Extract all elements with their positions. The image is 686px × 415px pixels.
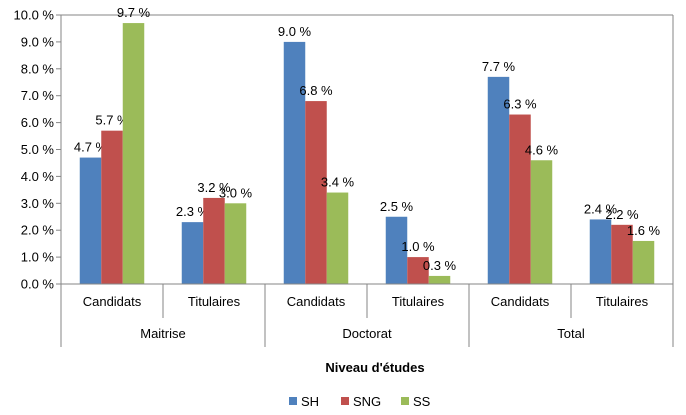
bar-sh bbox=[487, 76, 510, 285]
data-label: 4.6 % bbox=[525, 142, 559, 157]
bar-sh bbox=[283, 41, 306, 285]
y-tick-label: 9.0 % bbox=[21, 34, 55, 49]
data-label: 1.0 % bbox=[401, 239, 435, 254]
x-category-label: Titulaires bbox=[596, 294, 649, 309]
data-label: 9.0 % bbox=[278, 24, 312, 39]
y-tick-label: 4.0 % bbox=[21, 169, 55, 184]
data-label: 2.5 % bbox=[380, 199, 414, 214]
y-tick-label: 8.0 % bbox=[21, 61, 55, 76]
bar-sh bbox=[385, 216, 408, 284]
y-tick-label: 2.0 % bbox=[21, 223, 55, 238]
legend-label-sh: SH bbox=[301, 394, 319, 409]
bar-sng bbox=[101, 130, 123, 284]
data-label: 2.3 % bbox=[176, 204, 210, 219]
x-category-label: Candidats bbox=[83, 294, 142, 309]
data-label: 6.8 % bbox=[299, 83, 333, 98]
bar-sng bbox=[407, 257, 429, 284]
bar-ss bbox=[530, 160, 553, 284]
y-tick-label: 6.0 % bbox=[21, 115, 55, 130]
bar-sng bbox=[305, 101, 327, 284]
data-label: 2.4 % bbox=[584, 201, 618, 216]
x-axis: Candidats Titulaires Candidats Titulaires Ca… bbox=[60, 283, 674, 347]
x-category-label: Candidats bbox=[287, 294, 346, 309]
y-tick-label: 10.0 % bbox=[14, 8, 55, 23]
data-label: 7.7 % bbox=[482, 59, 516, 74]
legend-swatch-ss bbox=[401, 397, 409, 405]
data-label: 3.2 % bbox=[197, 180, 231, 195]
data-label: 4.7 % bbox=[74, 140, 108, 155]
bar-ss bbox=[122, 23, 145, 284]
bar-sh bbox=[181, 222, 204, 284]
bar-ss bbox=[326, 192, 349, 284]
data-label: 2.2 % bbox=[605, 207, 639, 222]
bar-ss bbox=[632, 240, 655, 284]
bar-sh bbox=[589, 219, 612, 284]
y-tick-label: 3.0 % bbox=[21, 196, 55, 211]
y-tick-label: 1.0 % bbox=[21, 250, 55, 265]
data-label: 3.0 % bbox=[219, 185, 253, 200]
legend-label-ss: SS bbox=[413, 394, 431, 409]
data-label: 6.3 % bbox=[503, 97, 537, 112]
x-axis-title: Niveau d'études bbox=[325, 360, 424, 375]
x-group-label: Doctorat bbox=[342, 326, 392, 341]
x-category-label: Titulaires bbox=[188, 294, 241, 309]
legend-label-sng: SNG bbox=[353, 394, 381, 409]
bar-sng bbox=[611, 224, 633, 284]
bar-sng bbox=[203, 197, 225, 284]
data-label: 0.3 % bbox=[423, 258, 457, 273]
y-tick-label: 0.0 % bbox=[21, 277, 55, 292]
legend-swatch-sng bbox=[341, 397, 349, 405]
legend-swatch-sh bbox=[289, 397, 297, 405]
data-label: 1.6 % bbox=[627, 223, 661, 238]
bar-ss bbox=[224, 203, 247, 284]
y-axis: 0.0 % 1.0 % 2.0 % 3.0 % 4.0 % 5.0 % 6.0 % 7.0 %… bbox=[14, 8, 674, 292]
data-label: 9.7 % bbox=[117, 5, 151, 20]
x-group-label: Total bbox=[557, 326, 585, 341]
legend: SH SNG SS bbox=[289, 394, 431, 409]
x-group-label: Maitrise bbox=[140, 326, 186, 341]
bar-ss bbox=[428, 275, 451, 284]
data-label: 5.7 % bbox=[95, 113, 129, 128]
bar-sh bbox=[79, 157, 102, 284]
bars: 4.7 % 2.3 % 9.0 % 2.5 % 7.7 % 2.4 % 5.7 % 3.2 %… bbox=[74, 5, 661, 285]
x-category-label: Titulaires bbox=[392, 294, 445, 309]
data-label: 3.4 % bbox=[321, 175, 355, 190]
y-tick-label: 7.0 % bbox=[21, 88, 55, 103]
x-category-label: Candidats bbox=[491, 294, 550, 309]
y-tick-label: 5.0 % bbox=[21, 142, 55, 157]
bar-sng bbox=[509, 114, 531, 284]
